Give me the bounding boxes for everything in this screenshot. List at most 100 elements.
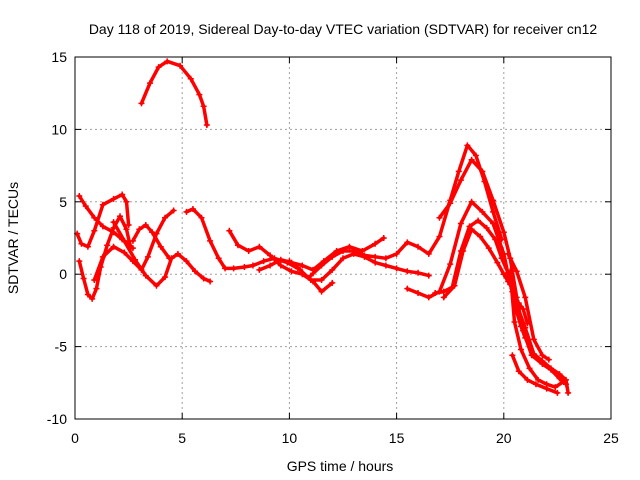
data-point bbox=[256, 266, 263, 273]
data-point bbox=[132, 256, 139, 263]
data-point bbox=[207, 237, 214, 244]
data-point bbox=[447, 261, 454, 268]
data-point bbox=[286, 258, 293, 265]
data-point bbox=[479, 168, 486, 175]
series-arc12 bbox=[309, 143, 504, 278]
data-point bbox=[350, 248, 357, 255]
data-point bbox=[78, 240, 85, 247]
x-tick-label: 15 bbox=[389, 430, 405, 446]
data-point bbox=[340, 248, 346, 255]
x-tick-label: 0 bbox=[71, 430, 79, 446]
data-point bbox=[318, 276, 325, 283]
x-tick-label: 10 bbox=[282, 430, 298, 446]
x-tick-label: 25 bbox=[603, 430, 619, 446]
data-point bbox=[234, 242, 241, 249]
data-point bbox=[162, 214, 169, 221]
data-point bbox=[207, 278, 214, 285]
data-point bbox=[277, 262, 284, 269]
data-point bbox=[89, 295, 96, 302]
data-point bbox=[509, 285, 516, 292]
data-point bbox=[277, 256, 284, 263]
tick-layer: 0 5 10 15 20 25 -10 -5 0 5 10 15 bbox=[47, 49, 619, 446]
series-arc7 bbox=[131, 223, 172, 261]
data-point bbox=[129, 237, 136, 244]
data-point bbox=[404, 285, 411, 292]
data-point bbox=[505, 250, 512, 257]
data-point bbox=[256, 243, 263, 250]
data-point bbox=[436, 214, 443, 221]
data-point bbox=[119, 191, 126, 198]
y-axis-label: SDTVAR / TECUs bbox=[5, 182, 21, 294]
data-point bbox=[382, 255, 389, 262]
data-point bbox=[509, 352, 516, 359]
data-point bbox=[492, 236, 499, 243]
data-point bbox=[404, 268, 411, 275]
data-point bbox=[522, 324, 529, 331]
data-point bbox=[99, 253, 106, 260]
data-point bbox=[440, 288, 447, 295]
data-point bbox=[164, 58, 171, 65]
data-point bbox=[121, 237, 128, 244]
data-point bbox=[170, 207, 177, 214]
data-point bbox=[404, 239, 411, 246]
data-point bbox=[93, 285, 100, 292]
data-point bbox=[500, 229, 507, 236]
data-point bbox=[500, 271, 507, 278]
data-point bbox=[215, 255, 222, 262]
data-point bbox=[539, 352, 546, 359]
y-tick-label: -10 bbox=[47, 411, 67, 427]
x-axis-label: GPS time / hours bbox=[287, 458, 394, 474]
data-point bbox=[183, 208, 190, 215]
data-point bbox=[136, 226, 143, 233]
data-point bbox=[307, 272, 314, 279]
data-point bbox=[483, 224, 490, 231]
data-point bbox=[138, 100, 145, 107]
series-arc20 bbox=[442, 227, 515, 300]
data-point bbox=[565, 389, 572, 396]
y-tick-label: 15 bbox=[51, 49, 67, 65]
data-point bbox=[80, 275, 87, 282]
data-point bbox=[149, 229, 156, 236]
data-point bbox=[372, 253, 379, 260]
data-point bbox=[297, 266, 304, 273]
series-layer bbox=[74, 58, 572, 396]
data-point bbox=[468, 198, 475, 205]
data-point bbox=[177, 62, 184, 69]
data-point bbox=[123, 226, 130, 233]
data-point bbox=[84, 243, 91, 250]
data-point bbox=[187, 75, 194, 82]
data-point bbox=[460, 248, 467, 255]
data-point bbox=[490, 208, 497, 215]
data-point bbox=[318, 262, 325, 269]
data-point bbox=[432, 290, 439, 297]
data-point bbox=[494, 259, 501, 266]
data-point bbox=[245, 248, 252, 255]
data-point bbox=[329, 253, 336, 260]
data-point bbox=[393, 265, 400, 272]
data-point bbox=[144, 253, 151, 260]
data-point bbox=[155, 64, 162, 71]
data-point bbox=[91, 276, 98, 283]
data-point bbox=[415, 243, 422, 250]
data-point bbox=[532, 381, 539, 388]
data-point bbox=[200, 103, 207, 110]
data-point bbox=[123, 198, 130, 205]
data-point bbox=[485, 245, 492, 252]
data-point bbox=[513, 268, 520, 275]
data-point bbox=[346, 243, 353, 250]
data-point bbox=[455, 168, 462, 175]
data-point bbox=[174, 250, 181, 257]
chart-title: Day 118 of 2019, Sidereal Day-to-day VTE… bbox=[89, 21, 598, 37]
data-point bbox=[157, 243, 164, 250]
data-point bbox=[226, 227, 233, 234]
data-point bbox=[84, 291, 91, 298]
data-point bbox=[125, 221, 132, 228]
data-point bbox=[200, 275, 207, 282]
data-point bbox=[547, 365, 554, 372]
data-point bbox=[468, 226, 475, 233]
y-tick-label: -5 bbox=[55, 339, 68, 355]
plot-frame bbox=[74, 56, 612, 420]
data-point bbox=[192, 268, 199, 275]
data-point bbox=[530, 336, 537, 343]
data-point bbox=[382, 262, 389, 269]
